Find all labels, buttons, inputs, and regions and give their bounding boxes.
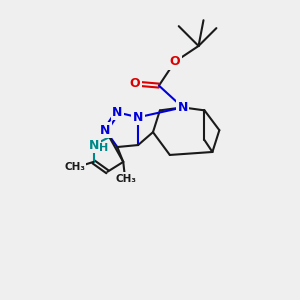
Text: O: O xyxy=(130,77,140,90)
Text: N: N xyxy=(89,139,100,152)
Text: N: N xyxy=(100,124,111,137)
Text: N: N xyxy=(178,101,188,114)
Text: N: N xyxy=(112,106,122,119)
Text: CH₃: CH₃ xyxy=(116,174,137,184)
Text: N: N xyxy=(133,111,143,124)
Text: CH₃: CH₃ xyxy=(64,162,85,172)
Text: O: O xyxy=(169,55,180,68)
Text: H: H xyxy=(99,143,108,153)
